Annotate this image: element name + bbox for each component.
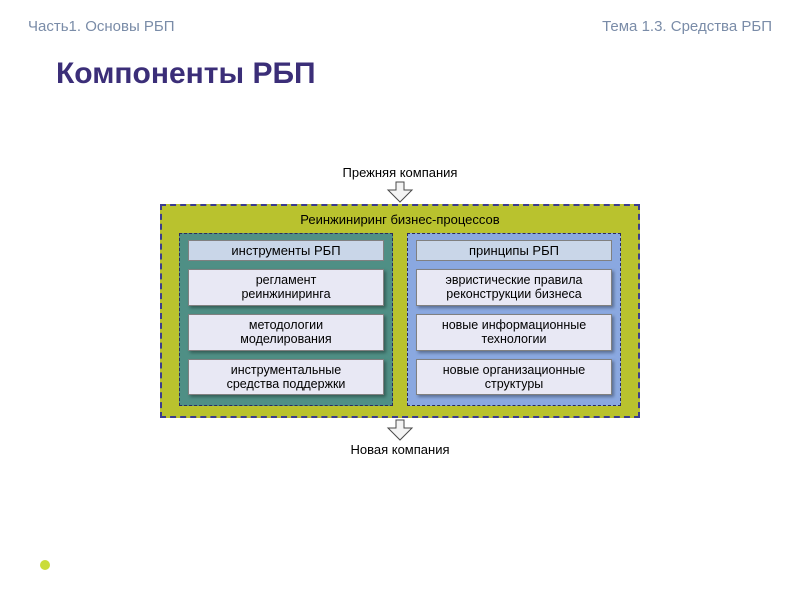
left-column: инструменты РБП регламент реинжиниринга … [179,233,393,406]
main-container: Реинжиниринг бизнес-процессов инструмент… [160,204,640,418]
right-column-header: принципы РБП [416,240,612,261]
diagram-top-label: Прежняя компания [160,165,640,180]
diagram-bottom-label: Новая компания [160,442,640,457]
arrow-down-icon [386,419,414,441]
right-item: новые информационные технологии [416,314,612,351]
right-item: эвристические правила реконструкции бизн… [416,269,612,306]
columns: инструменты РБП регламент реинжиниринга … [170,233,630,406]
right-item: новые организационные структуры [416,359,612,396]
main-container-title: Реинжиниринг бизнес-процессов [170,210,630,233]
header-right: Тема 1.3. Средства РБП [602,18,772,35]
slide-title: Компоненты РБП [0,35,800,91]
diagram: Прежняя компания Реинжиниринг бизнес-про… [160,165,640,457]
arrow-down-icon [386,181,414,203]
slide-header: Часть1. Основы РБП Тема 1.3. Средства РБ… [0,0,800,35]
header-left: Часть1. Основы РБП [28,18,175,35]
accent-dot-icon [40,560,50,570]
right-column: принципы РБП эвристические правила рекон… [407,233,621,406]
left-item: методологии моделирования [188,314,384,351]
left-item: инструментальные средства поддержки [188,359,384,396]
left-column-header: инструменты РБП [188,240,384,261]
left-item: регламент реинжиниринга [188,269,384,306]
